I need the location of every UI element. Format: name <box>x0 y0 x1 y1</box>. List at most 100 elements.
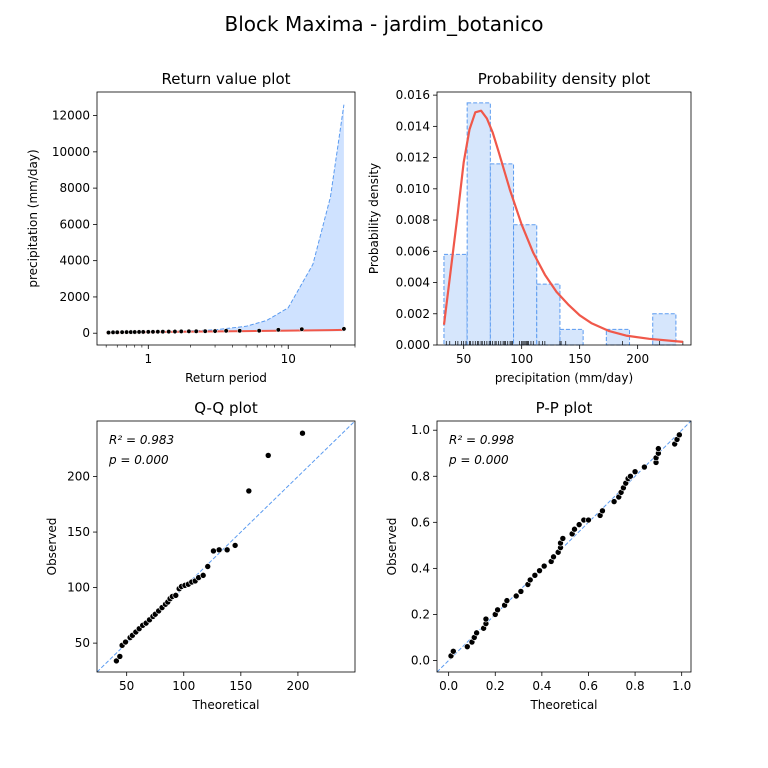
x-axis-label: precipitation (mm/day) <box>495 371 633 385</box>
y-tick-label: 2000 <box>59 290 90 304</box>
x-tick-label: 150 <box>229 679 252 693</box>
data-point <box>599 507 606 515</box>
histogram-bar <box>536 283 561 346</box>
data-point <box>245 487 253 495</box>
y-tick-label: 0.008 <box>396 213 430 227</box>
y-tick-label: 0.6 <box>411 515 430 529</box>
y-tick-label: 4000 <box>59 254 90 268</box>
data-point <box>536 567 543 574</box>
p-value-annotation: p = 0.000 <box>108 453 169 467</box>
panel-title: P-P plot <box>536 399 593 417</box>
data-point <box>275 327 281 333</box>
data-point <box>526 576 534 584</box>
x-tick-label: 1 <box>144 352 152 366</box>
data-point <box>150 329 156 335</box>
r-squared-annotation: R² = 0.998 <box>449 433 515 447</box>
histogram-bar <box>513 224 538 346</box>
data-point <box>199 572 207 579</box>
x-tick-label: 1.0 <box>672 679 691 693</box>
y-tick-label: 0.004 <box>396 276 430 290</box>
y-tick-label: 50 <box>75 636 90 650</box>
data-point <box>166 329 172 335</box>
y-tick-label: 6000 <box>59 217 90 231</box>
pdf-curve <box>442 109 684 343</box>
data-point <box>512 592 520 600</box>
y-tick-label: 0.2 <box>411 607 430 621</box>
confidence-band <box>106 104 344 333</box>
y-tick-label: 200 <box>67 470 90 484</box>
data-point <box>237 328 243 334</box>
panel-title: Return value plot <box>161 70 290 88</box>
data-point <box>155 329 161 335</box>
y-axis-label: precipitation (mm/day) <box>26 149 40 287</box>
y-axis-label: Observed <box>45 518 59 576</box>
x-axis-label: Theoretical <box>529 698 597 712</box>
data-point <box>676 431 683 439</box>
data-point <box>119 329 125 335</box>
axes-frame <box>96 91 356 346</box>
y-tick-label: 12000 <box>52 109 90 123</box>
y-tick-label: 100 <box>67 581 90 595</box>
reference-diagonal <box>436 420 692 673</box>
data-point <box>140 329 146 335</box>
data-point <box>575 521 583 528</box>
y-tick-label: 150 <box>67 525 90 539</box>
data-point <box>341 326 347 332</box>
data-point <box>550 553 557 561</box>
data-point <box>204 563 212 570</box>
data-point <box>627 472 634 480</box>
data-point <box>299 326 305 332</box>
x-tick-label: 200 <box>626 352 649 366</box>
y-tick-label: 8000 <box>59 181 90 195</box>
data-point <box>503 597 511 604</box>
data-point <box>299 429 306 437</box>
data-point <box>531 571 539 579</box>
data-point <box>641 463 648 471</box>
data-point <box>172 592 180 599</box>
data-point <box>145 329 151 335</box>
y-tick-label: 0.014 <box>396 119 430 133</box>
data-point <box>110 329 116 335</box>
data-point <box>494 606 501 614</box>
p-value-annotation: p = 0.000 <box>448 453 509 467</box>
x-axis-label: Theoretical <box>191 698 259 712</box>
data-point <box>106 330 111 336</box>
panel-title: Q-Q plot <box>194 399 258 417</box>
data-point <box>132 329 138 335</box>
y-tick-label: 0.8 <box>411 469 430 483</box>
x-tick-label: 100 <box>510 352 533 366</box>
data-point <box>610 498 618 505</box>
x-axis-label: Return period <box>185 371 267 385</box>
x-tick-label: 0.4 <box>532 679 551 693</box>
y-tick-label: 0.010 <box>396 182 430 196</box>
data-point <box>571 525 578 533</box>
data-point <box>160 329 166 335</box>
data-point <box>202 328 208 334</box>
y-tick-label: 0.016 <box>396 88 430 102</box>
data-point <box>655 445 662 452</box>
data-point <box>114 329 120 335</box>
data-point <box>186 328 192 334</box>
panel-3: Q-Q plot 50 100 150 200 50 100 150 200 Theoretica… <box>45 399 356 712</box>
x-tick-label: 0.6 <box>579 679 598 693</box>
data-point <box>463 643 471 650</box>
data-point <box>631 468 639 475</box>
x-tick-label: 50 <box>119 679 134 693</box>
data-point <box>231 542 239 549</box>
x-tick-label: 200 <box>286 679 309 693</box>
panels: Return value plot 1 100 2000 4000 6000 8000 100… <box>26 70 692 712</box>
y-tick-label: 1.0 <box>411 423 430 437</box>
data-point <box>223 328 229 334</box>
y-axis-label: Probability density <box>367 163 381 274</box>
x-tick-label: 150 <box>568 352 591 366</box>
data-point <box>210 547 217 555</box>
data-point <box>178 328 184 334</box>
axes-frame <box>436 91 692 346</box>
data-point <box>585 516 592 524</box>
axes-frame <box>436 420 692 673</box>
data-point <box>124 329 130 335</box>
r-squared-annotation: R² = 0.983 <box>109 433 174 447</box>
histogram-bar <box>466 102 491 346</box>
x-tick-label: 0.2 <box>486 679 505 693</box>
data-point <box>116 653 124 660</box>
